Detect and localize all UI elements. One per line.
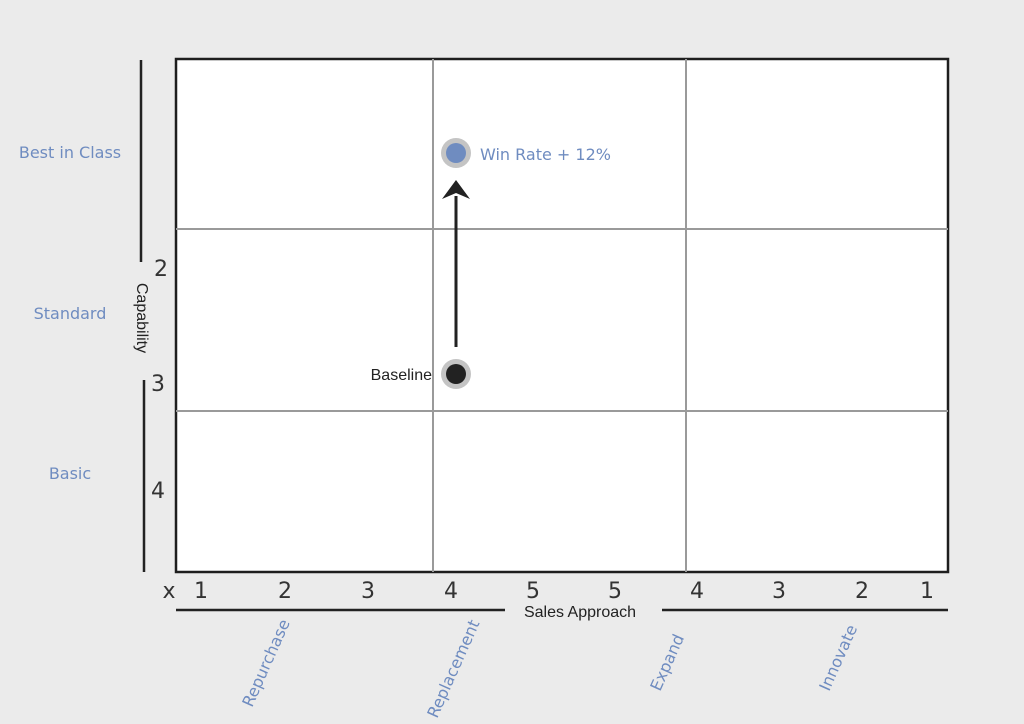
point-label-winrate: Win Rate + 12% [480,145,611,164]
y-category-label: Basic [49,464,91,483]
point-winrate [446,143,466,163]
x-axis-title: Sales Approach [524,604,636,621]
x-tick-label: 5 [608,579,622,604]
point-label-baseline: Baseline [371,367,432,384]
x-category-label: Replacement [423,617,483,721]
y-category-label: Best in Class [19,143,121,162]
y-category-label: Standard [34,304,107,323]
x-tick-label: 2 [278,579,292,604]
y-ticks: 2 3 4 [151,257,168,504]
y-tick-label: 4 [151,479,165,504]
x-tick-label: 4 [690,579,704,604]
x-ticks: x 1 2 3 4 5 5 4 3 2 1 [162,579,934,604]
x-tick-label: 5 [526,579,540,604]
y-categories: Best in Class Standard Basic [19,143,121,483]
x-category-label: Expand [646,631,688,693]
y-axis-title: Capability [133,283,150,353]
arrow-head [442,180,470,199]
grid-lines [176,59,948,572]
x-tick-label: 1 [920,579,934,604]
x-tick-label: 2 [855,579,869,604]
x-tick-label: x [162,579,175,604]
y-tick-label: 3 [151,372,165,397]
x-tick-label: 4 [444,579,458,604]
plot-area [174,57,950,574]
x-category-label: Innovate [815,622,861,694]
x-tick-label: 3 [361,579,375,604]
x-tick-label: 1 [194,579,208,604]
x-category-label: Repurchase [238,616,293,709]
y-tick-label: 2 [154,257,168,282]
x-categories: Repurchase Replacement Expand Innovate [238,616,861,720]
point-baseline [446,364,466,384]
x-tick-label: 3 [772,579,786,604]
